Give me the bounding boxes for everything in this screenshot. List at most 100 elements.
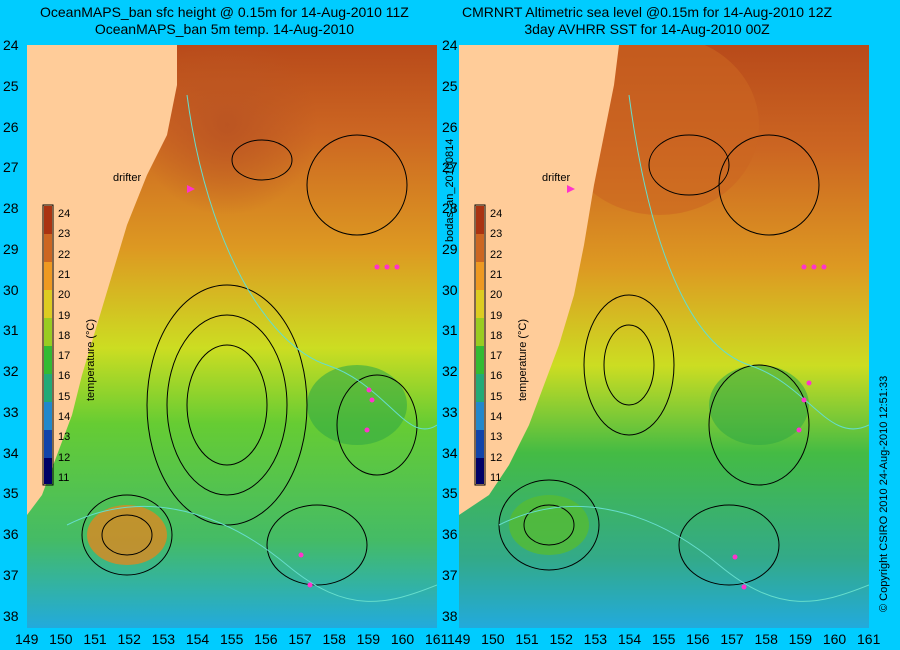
left-title: OceanMAPS_ban sfc height @ 0.15m for 14-…: [40, 4, 409, 38]
y-tick-label: 38: [442, 607, 458, 624]
y-tick-label: 27: [3, 159, 19, 176]
x-tick-label: 154: [617, 631, 642, 647]
colorbar: [474, 204, 486, 486]
x-tick-label: 151: [515, 631, 539, 647]
sst-fronts: [66, 94, 437, 602]
colorbar-tick-label: 23: [58, 228, 71, 241]
y-tick-label: 33: [442, 403, 458, 420]
colorbar-tick-label: 24: [58, 208, 71, 220]
colorbar-tick-label: 13: [490, 431, 503, 444]
colorbar-label-right: temperature (°C): [517, 318, 529, 401]
warm-eddy: [87, 505, 167, 565]
y-tick-label: 24: [442, 37, 458, 53]
sst-fronts: [498, 94, 869, 602]
y-tick-label: 38: [3, 607, 19, 624]
left-title-line-2: OceanMAPS_ban 5m temp. 14-Aug-2010: [94, 21, 354, 37]
colorbar: [42, 204, 54, 486]
x-tick-label: 151: [83, 631, 107, 647]
y-tick-label: 26: [3, 118, 19, 135]
colorbar-tick-label: 18: [490, 329, 503, 342]
colorbar-tick-label: 20: [490, 289, 503, 302]
colorbar-tick-label: 19: [490, 309, 503, 322]
x-tick-label: 161: [857, 631, 881, 647]
y-tick-label: 35: [442, 485, 458, 502]
x-tick-label: 153: [583, 631, 608, 647]
right-map-panel: drifter temperature (°C) 24 23 22 21 20 19 18 1…: [459, 45, 869, 628]
left-map-panel: drifter temperature (°C) 24 23 22 21 20 19 18 1…: [27, 45, 437, 628]
drifter-marker: [567, 185, 575, 193]
colorbar-tick-label: 18: [58, 329, 71, 342]
y-tick-label: 31: [442, 322, 458, 339]
x-tick-label: 152: [549, 631, 573, 647]
colorbar-tick-label: 17: [490, 350, 503, 363]
x-tick-label: 149: [15, 631, 39, 647]
y-tick-label: 32: [3, 363, 19, 380]
x-tick-label: 160: [390, 631, 415, 647]
model-run-label: bodas_an_20100814: [444, 138, 456, 242]
colorbar-tick-label: 14: [58, 411, 71, 423]
colorbar-tick-label: 22: [58, 248, 71, 261]
colorbar-tick-label: 22: [490, 248, 503, 261]
y-tick-label: 27: [442, 159, 458, 176]
x-tick-label: 158: [754, 631, 778, 647]
colorbar-tick-label: 13: [58, 431, 71, 444]
right-title: CMRNRT Altimetric sea level @0.15m for 1…: [462, 4, 832, 38]
x-tick-label: 156: [686, 631, 710, 647]
colorbar-tick-label: 12: [490, 451, 503, 464]
copyright-label: © Copyright CSIRO 2010 24-Aug-2010 12:51…: [878, 375, 890, 612]
warm-eddy: [509, 495, 589, 555]
cool-eddy: [709, 365, 809, 445]
right-map-svg: [459, 45, 869, 628]
colorbar-tick-label: 11: [58, 471, 70, 484]
right-title-line-2: 3day AVHRR SST for 14-Aug-2010 00Z: [524, 21, 770, 37]
colorbar-tick-label: 14: [490, 411, 503, 423]
cool-eddy: [307, 365, 407, 445]
colorbar-tick-label: 21: [490, 268, 503, 281]
y-tick-label: 30: [442, 281, 458, 298]
y-tick-label: 24: [3, 37, 19, 53]
colorbar-tick-label: 16: [58, 370, 71, 383]
x-tick-label: 159: [788, 631, 813, 647]
y-tick-label: 28: [3, 200, 19, 217]
y-tick-label: 25: [442, 77, 458, 94]
land: [459, 45, 619, 515]
y-tick-label: 36: [442, 526, 458, 543]
ssh-contours: [81, 134, 418, 586]
colorbar-tick-label: 11: [490, 471, 502, 484]
colorbar-tick-label: 17: [58, 350, 71, 363]
left-title-line-1: OceanMAPS_ban sfc height @ 0.15m for 14-…: [40, 4, 409, 20]
y-tick-label: 26: [442, 118, 458, 135]
colorbar-tick-label: 15: [490, 390, 503, 403]
y-tick-label: 37: [442, 567, 458, 583]
drifter-tracks: [187, 185, 400, 588]
y-tick-label: 31: [3, 322, 19, 339]
colorbar-tick-label: 15: [58, 390, 71, 403]
y-tick-label: 36: [3, 526, 19, 543]
x-tick-label: 158: [322, 631, 346, 647]
y-tick-label: 25: [3, 77, 19, 94]
colorbar-tick-label: 21: [58, 268, 71, 281]
colorbar-label-left: temperature (°C): [85, 318, 97, 401]
colorbar-tick-label: 16: [490, 370, 503, 383]
colorbar-tick-label: 24: [490, 208, 503, 220]
y-tick-label: 35: [3, 485, 19, 502]
x-tick-label: 155: [652, 631, 676, 647]
drifter-marker: [187, 185, 195, 193]
drifter-tracks: [567, 185, 827, 590]
x-tick-label: 152: [117, 631, 141, 647]
y-tick-label: 29: [3, 240, 19, 257]
right-title-line-1: CMRNRT Altimetric sea level @0.15m for 1…: [462, 4, 833, 20]
x-tick-label: 153: [151, 631, 176, 647]
x-tick-label: 156: [254, 631, 278, 647]
y-tick-label: 32: [442, 363, 458, 380]
x-tick-label: 160: [822, 631, 847, 647]
x-tick-label: 157: [288, 631, 312, 647]
land: [27, 45, 177, 515]
colorbar-tick-label: 23: [490, 228, 503, 241]
drifter-label-left: drifter: [113, 172, 142, 184]
left-map-svg: [27, 45, 437, 628]
colorbar-tick-label: 20: [58, 289, 71, 302]
x-tick-label: 157: [720, 631, 744, 647]
x-tick-label: 155: [220, 631, 244, 647]
y-tick-label: 34: [442, 444, 458, 461]
